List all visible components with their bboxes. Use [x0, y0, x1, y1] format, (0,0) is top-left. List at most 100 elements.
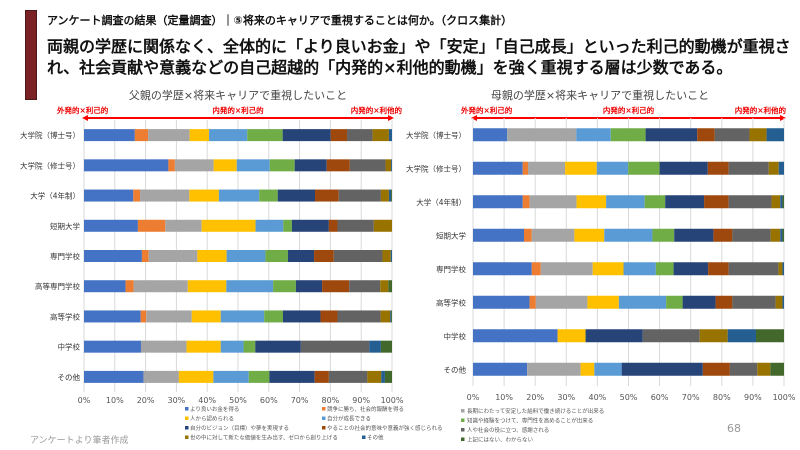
x-tick-label: 70% [291, 396, 309, 405]
bar-segment [473, 295, 530, 309]
bar-segment [220, 310, 265, 323]
bar-segment [388, 280, 392, 293]
bar-segment [201, 219, 256, 232]
bar-segment [264, 310, 283, 323]
x-tick-label: 80% [713, 393, 731, 402]
bar-segment [137, 219, 166, 232]
bar-segment [756, 329, 784, 343]
bar-segment [133, 280, 188, 293]
slide-headline: 両親の学歴に関係なく、全体的に「より良いお金」や「安定」「自己成長」といった利己… [47, 36, 791, 78]
bar-segment [226, 250, 266, 262]
category-label: 大学（4年制） [416, 197, 466, 207]
bar-segment [133, 189, 141, 202]
arrow-label-extrinsic-selfish: 外発的×利己的 [461, 105, 513, 115]
arrow-head-left-icon [471, 115, 477, 121]
legend-label: 自分が成長できる [327, 415, 371, 423]
bar-segment [315, 189, 339, 202]
bar-segment [134, 129, 149, 142]
x-tick-label: 100% [773, 393, 796, 402]
bar-segment [84, 280, 126, 293]
bar-segment [391, 159, 392, 172]
bar-segment [674, 228, 714, 242]
bar-segment [708, 262, 729, 276]
arrow-label-intrinsic-altruistic: 内発的×利他的 [351, 105, 403, 115]
bar-segment [728, 195, 772, 209]
x-tick-label: 80% [322, 396, 340, 405]
bar-segment [282, 129, 331, 142]
legend-label: 人や社会の役に立つ、感謝される [467, 426, 549, 434]
bar-segment [557, 329, 586, 343]
bar-segment [328, 370, 368, 383]
legend-label: やることの社会的意味や意義が強く感じられる [327, 424, 442, 432]
chart-title: 母親の学歴×将来キャリアで重視したいこと [491, 88, 709, 102]
legend-swatch [185, 407, 189, 411]
legend-swatch [185, 416, 189, 420]
category-label: 高等学校 [436, 297, 466, 307]
bar-segment [337, 310, 381, 323]
bar-segment [729, 362, 758, 376]
legend-label: 世の中に対して新たな価値を生み出す、ゼロから創り上げる [190, 434, 338, 442]
x-tick-label: 0% [78, 396, 91, 405]
bar-segment [367, 370, 382, 383]
bar-segment [782, 295, 784, 309]
bar-segment [84, 219, 138, 232]
bar-segment [623, 262, 656, 276]
source-note: アンケートより筆者作成 [30, 436, 129, 446]
bar-segment [295, 280, 323, 293]
bar-segment [282, 310, 321, 323]
bar-segment [529, 295, 536, 309]
legend-label: 競争に勝ち、社会的報酬を得る [327, 405, 404, 413]
arrow-label-intrinsic-selfish: 内発的×利己的 [212, 105, 264, 115]
bar-segment [294, 159, 327, 172]
bar-segment [390, 250, 392, 262]
legend-swatch [362, 435, 366, 439]
arrow-label-extrinsic-selfish: 外発的×利己的 [57, 105, 109, 115]
bar-segment [322, 280, 350, 293]
bar-segment [728, 262, 779, 276]
headline-line-1: 両親の学歴に関係なく、全体的に「より良いお金」や「安定」「自己成長」といった利己… [47, 37, 791, 56]
category-label: 大学院（修士号） [20, 160, 80, 170]
legend-swatch [322, 416, 326, 420]
bar-segment [380, 189, 389, 202]
bar-segment [213, 159, 237, 172]
bar-segment [333, 250, 383, 262]
bar-segment [380, 310, 391, 323]
bar-segment [218, 189, 260, 202]
bar-segment [84, 370, 144, 383]
bar-segment [645, 128, 698, 142]
bar-segment [697, 128, 715, 142]
bar-segment [209, 129, 248, 142]
legend-label: その他 [367, 434, 384, 442]
x-tick-label: 50% [229, 396, 247, 405]
bar-segment [770, 228, 781, 242]
bar-segment [655, 262, 674, 276]
legend-swatch [322, 407, 326, 411]
bar-segment [349, 159, 386, 172]
bar-segment [473, 161, 523, 175]
bar-segment [659, 161, 708, 175]
bar-segment [143, 370, 179, 383]
x-tick-label: 90% [744, 393, 762, 402]
legend-label: 人から認められる [190, 415, 234, 423]
bar-segment [168, 159, 175, 172]
bar-segment [349, 280, 381, 293]
bar-segment [291, 219, 329, 232]
category-label: 中学校 [444, 331, 467, 341]
bar-segment [531, 228, 575, 242]
legend-swatch [322, 426, 326, 430]
bar-segment [604, 228, 653, 242]
bar-segment [84, 340, 141, 353]
bar-segment [314, 370, 329, 383]
bar-segment [618, 295, 667, 309]
bar-segment [732, 295, 776, 309]
bar-segment [757, 362, 771, 376]
bar-segment [255, 340, 301, 353]
bar-segment [337, 219, 374, 232]
bar-segment [529, 195, 577, 209]
arrow-label-intrinsic-altruistic: 内発的×利他的 [735, 105, 787, 115]
arrow-head-right-icon [780, 115, 786, 121]
bar-segment [606, 195, 645, 209]
bar-segment [388, 129, 392, 142]
bar-segment [330, 129, 348, 142]
